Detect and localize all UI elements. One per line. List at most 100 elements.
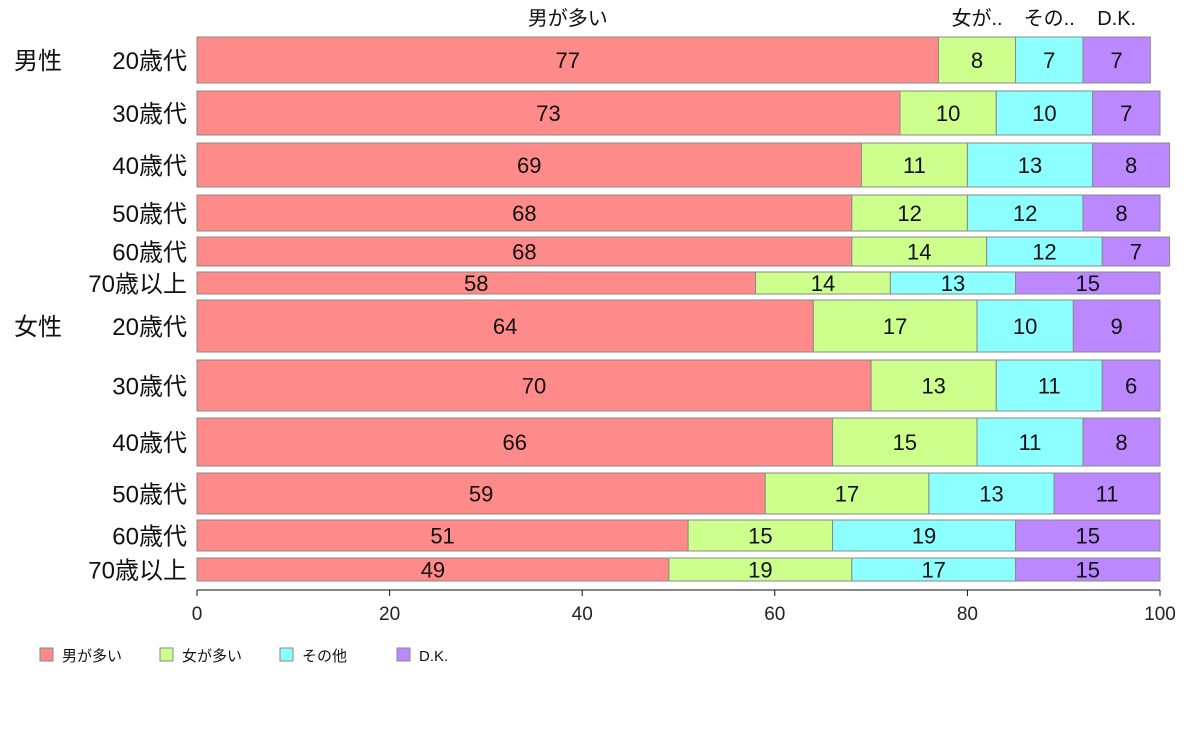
data-label: 12 — [1013, 201, 1037, 226]
data-label: 15 — [1076, 524, 1100, 549]
top-series-label: 女が.. — [951, 7, 1002, 30]
bar-segment — [196, 472, 766, 515]
top-series-label: D.K. — [1097, 8, 1136, 30]
bar-segment — [1053, 472, 1161, 515]
data-label: 11 — [1019, 430, 1042, 455]
top-series-label: 男が多い — [528, 7, 608, 30]
bar-segment — [687, 519, 834, 552]
bar-segment — [870, 359, 997, 412]
category-label: 50歳代 — [112, 201, 187, 228]
data-label: 11 — [1038, 374, 1061, 399]
legend-label: D.K. — [419, 648, 448, 665]
bar-segment — [1082, 36, 1151, 84]
data-label: 12 — [897, 201, 921, 226]
category-label: 40歳代 — [112, 430, 187, 457]
data-label: 68 — [512, 201, 536, 226]
bar-row: 68 14 12 7 — [196, 236, 1171, 267]
data-label: 17 — [835, 482, 859, 507]
bar-segment — [928, 472, 1055, 515]
bar-segment — [812, 299, 978, 353]
data-label: 13 — [921, 374, 945, 399]
legend-label: その他 — [302, 648, 347, 665]
bar-segment — [1015, 557, 1161, 582]
bar-segment — [899, 90, 997, 136]
bar-segment — [196, 36, 940, 84]
x-tick-label: 60 — [764, 604, 785, 625]
bar-segment — [851, 236, 988, 267]
bar-row: 51 15 19 15 — [196, 519, 1161, 552]
bar-segment — [1082, 194, 1161, 232]
bar-segment — [1072, 299, 1161, 353]
data-label: 14 — [811, 271, 835, 296]
bar-row: 49 19 17 15 — [196, 557, 1161, 583]
data-label: 68 — [512, 240, 536, 265]
bar-row: 69 11 13 8 — [196, 142, 1171, 188]
x-tick-label: 40 — [572, 604, 593, 625]
legend-label: 男が多い — [62, 648, 122, 665]
bar-segment — [851, 194, 968, 232]
data-label: 14 — [907, 240, 931, 265]
bar-segment — [938, 36, 1017, 84]
data-label: 7 — [1120, 101, 1132, 126]
data-label: 15 — [1076, 558, 1100, 583]
category-label: 70歳以上 — [88, 558, 187, 585]
data-label: 19 — [748, 558, 772, 583]
data-label: 7 — [1130, 240, 1142, 265]
bar-segment — [196, 90, 901, 136]
data-label: 9 — [1111, 314, 1123, 339]
data-label: 15 — [1076, 271, 1100, 296]
legend-item: その他 — [279, 647, 347, 665]
bar-segment — [1015, 271, 1161, 295]
bar-segment — [196, 417, 834, 467]
data-label: 13 — [979, 482, 1003, 507]
bar-segment — [1015, 36, 1084, 84]
bar-segment — [1015, 519, 1161, 552]
data-label: 12 — [1032, 240, 1056, 265]
data-label: 15 — [748, 524, 772, 549]
data-label: 69 — [517, 153, 541, 178]
data-label: 10 — [1013, 314, 1037, 339]
category-label: 40歳代 — [112, 153, 187, 180]
legend-item: 男が多い — [39, 647, 122, 665]
bar-row: 59 17 13 11 — [196, 472, 1161, 515]
data-label: 66 — [503, 430, 527, 455]
bar-segment — [976, 417, 1084, 467]
bars: 77 8 7 773 10 10 769 11 13 868 12 12 868 14 12 758 14 13 1… — [196, 36, 1171, 583]
bar-row: 66 15 11 8 — [196, 417, 1161, 467]
category-label: 20歳代 — [112, 314, 187, 341]
bar-row: 77 8 7 7 — [196, 36, 1151, 84]
data-label: 64 — [493, 314, 517, 339]
data-label: 6 — [1125, 374, 1137, 399]
data-label: 17 — [883, 314, 907, 339]
data-label: 13 — [1018, 153, 1042, 178]
legend: 男が多い 女が多い その他 D.K. — [39, 647, 448, 665]
x-tick-label: 100 — [1144, 604, 1176, 625]
legend-item: 女が多い — [159, 647, 242, 665]
legend-swatch — [159, 647, 174, 662]
x-tick-label: 0 — [192, 604, 203, 625]
x-axis: 0 20 40 60 80 100 — [192, 589, 1176, 625]
category-label: 30歳代 — [112, 101, 187, 128]
legend-swatch — [279, 647, 294, 662]
legend-swatch — [39, 647, 54, 662]
bar-segment — [995, 90, 1094, 136]
data-label: 49 — [421, 558, 445, 583]
data-label: 13 — [941, 271, 965, 296]
data-label: 8 — [1125, 153, 1137, 178]
legend-item: D.K. — [396, 647, 448, 665]
data-label: 7 — [1111, 48, 1123, 73]
bar-row: 70 13 11 6 — [196, 359, 1161, 412]
category-label: 20歳代 — [112, 48, 187, 75]
data-label: 8 — [971, 48, 983, 73]
data-label: 10 — [936, 101, 960, 126]
bar-segment — [986, 236, 1103, 267]
data-label: 51 — [430, 524, 454, 549]
bar-segment — [832, 417, 978, 467]
category-label: 60歳代 — [112, 524, 187, 551]
data-label: 59 — [469, 482, 493, 507]
top-labels: 男が多い 女が.. その.. D.K. — [528, 7, 1136, 30]
data-label: 11 — [1096, 482, 1119, 507]
bar-segment — [196, 194, 853, 232]
bar-row: 73 10 10 7 — [196, 90, 1161, 136]
